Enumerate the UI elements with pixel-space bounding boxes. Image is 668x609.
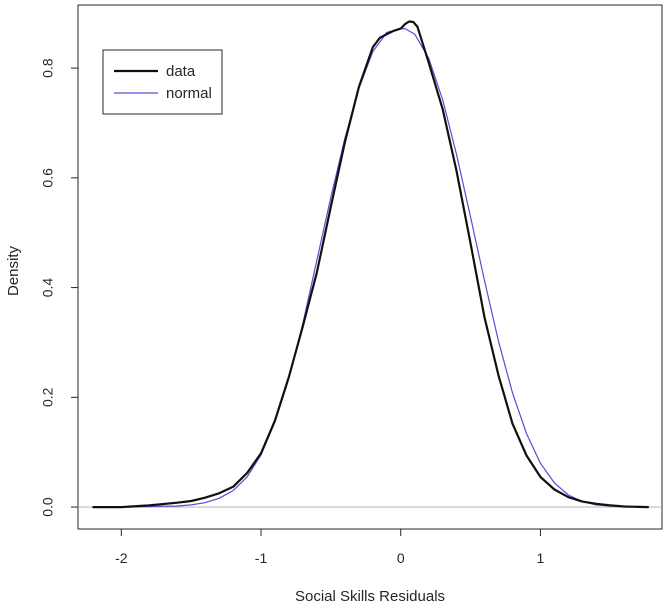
x-tick-label: 0 — [397, 550, 405, 566]
series-line-data — [92, 20, 650, 509]
y-tick-label: 0.0 — [40, 497, 56, 517]
plot-frame — [77, 4, 663, 530]
legend: data normal — [102, 49, 223, 115]
x-tick-label: -1 — [255, 550, 268, 566]
y-tick-label: 0.8 — [40, 58, 56, 78]
legend-box — [102, 49, 223, 115]
series-layer — [92, 20, 650, 509]
x-tick-label: -2 — [115, 550, 128, 566]
legend-label-data: data — [166, 63, 196, 80]
x-axis-label: Social Skills Residuals — [295, 588, 445, 605]
x-axis: -2 -1 0 1 — [115, 529, 545, 566]
y-tick-label: 0.4 — [40, 278, 56, 298]
y-tick-label: 0.2 — [40, 387, 56, 407]
legend-label-normal: normal — [166, 85, 212, 102]
y-axis-label: Density — [5, 245, 22, 296]
y-axis: 0.0 0.2 0.4 0.6 0.8 — [40, 58, 78, 517]
y-tick-label: 0.6 — [40, 168, 56, 188]
x-tick-label: 1 — [537, 550, 545, 566]
